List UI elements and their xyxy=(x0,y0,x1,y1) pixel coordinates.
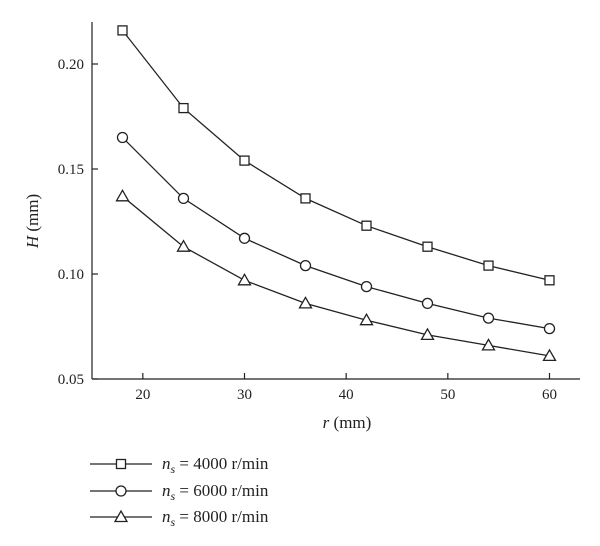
x-axis-label: r (mm) xyxy=(323,413,372,432)
series-2-point-5 xyxy=(360,280,373,293)
series-3-point-2 xyxy=(176,239,191,252)
legend-label-1: ns = 4000 r/min xyxy=(162,454,269,476)
x-axis-label-unit: (mm) xyxy=(329,413,371,432)
series-3-point-4 xyxy=(298,296,313,309)
series-3-point-3 xyxy=(237,272,252,286)
series-2-point-2 xyxy=(177,192,190,205)
x-tick-label-3: 40 xyxy=(339,387,354,403)
series-3-line xyxy=(122,195,550,357)
y-tick-label-2: 0.10 xyxy=(58,267,84,283)
series-1 xyxy=(117,25,555,286)
axes xyxy=(91,22,580,380)
y-tick-label-3: 0.15 xyxy=(58,162,84,178)
legend-marker-3 xyxy=(113,509,129,523)
series-1-point-4 xyxy=(300,193,311,204)
y-axis-label: H (mm) xyxy=(23,194,42,249)
legend-label-3: ns = 8000 r/min xyxy=(162,507,269,529)
series-2-point-7 xyxy=(482,312,495,324)
y-axis-ticks: 0.05 0.10 0.15 0.20 xyxy=(58,57,98,388)
series-3-point-6 xyxy=(420,327,435,341)
legend-item-3: ns = 8000 r/min xyxy=(90,507,269,529)
series-1-point-1 xyxy=(117,25,128,36)
series-2-line xyxy=(122,137,550,330)
series-1-point-2 xyxy=(178,102,189,114)
series-2-point-3 xyxy=(238,232,251,244)
series-3-point-7 xyxy=(481,338,496,351)
series-2-point-1 xyxy=(116,131,129,144)
legend-marker-2 xyxy=(115,485,127,497)
x-tick-label-4: 50 xyxy=(440,387,455,403)
series-group xyxy=(115,25,557,362)
series-3-point-8 xyxy=(542,348,557,362)
x-tick-label-2: 30 xyxy=(237,387,252,403)
x-tick-label-1: 20 xyxy=(135,387,150,403)
series-1-point-7 xyxy=(483,260,494,271)
series-3-point-1 xyxy=(115,188,130,202)
x-axis-ticks: 20 30 40 50 60 xyxy=(135,373,557,403)
series-1-point-3 xyxy=(239,155,250,166)
y-axis-label-var: H xyxy=(23,234,42,249)
y-axis-label-unit: (mm) xyxy=(23,194,42,236)
x-tick-label-5: 60 xyxy=(542,387,557,403)
series-2-point-8 xyxy=(543,322,556,335)
series-3 xyxy=(115,188,557,362)
series-2-point-4 xyxy=(299,259,312,272)
series-1-point-5 xyxy=(361,220,372,231)
y-tick-label-4: 0.20 xyxy=(58,57,84,73)
series-2 xyxy=(116,131,556,335)
legend-item-2: ns = 6000 r/min xyxy=(90,481,269,503)
series-1-point-6 xyxy=(422,241,433,252)
series-1-line xyxy=(121,29,550,281)
series-2-point-6 xyxy=(421,297,434,310)
legend-label-2: ns = 6000 r/min xyxy=(162,481,269,503)
y-tick-label-1: 0.05 xyxy=(58,372,84,388)
series-1-point-8 xyxy=(544,275,555,286)
series-3-point-5 xyxy=(359,312,374,326)
legend-item-1: ns = 4000 r/min xyxy=(90,454,269,476)
legend: ns = 4000 r/min ns = 6000 r/min ns = 800… xyxy=(90,454,269,529)
legend-marker-1 xyxy=(115,458,127,470)
x-axis-label-var: r xyxy=(323,413,330,432)
